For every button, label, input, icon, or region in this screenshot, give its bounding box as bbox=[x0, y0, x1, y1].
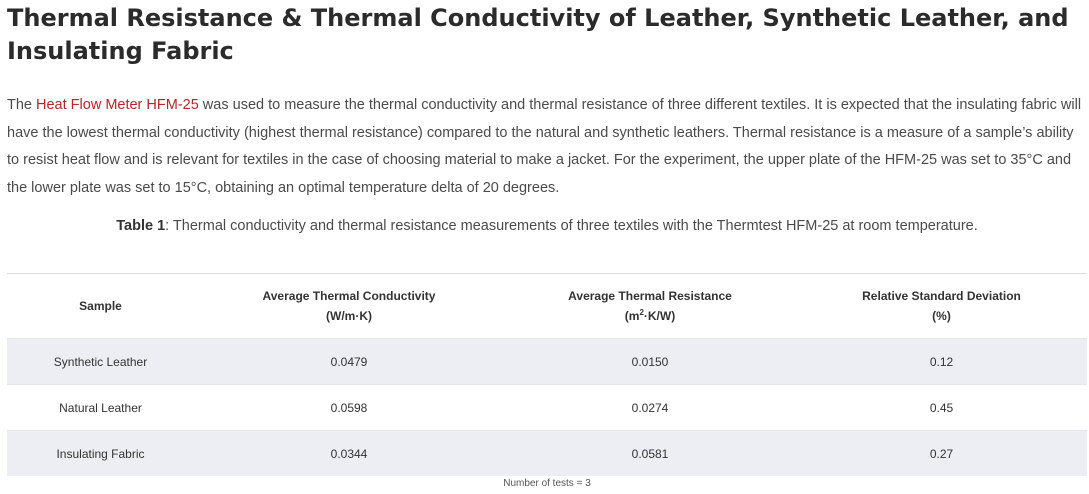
intro-text-start: The bbox=[7, 97, 37, 113]
table-row: Synthetic Leather 0.0479 0.0150 0.12 bbox=[7, 338, 1087, 385]
cell-conductivity: 0.0479 bbox=[194, 338, 504, 385]
cell-resistance: 0.0150 bbox=[504, 338, 796, 385]
header-thermal-resistance-label: Average Thermal Resistance bbox=[568, 289, 732, 303]
intro-paragraph: The Heat Flow Meter HFM-25 was used to m… bbox=[7, 92, 1087, 202]
header-relative-std-dev-label: Relative Standard Deviation bbox=[862, 289, 1021, 303]
table-row: Insulating Fabric 0.0344 0.0581 0.27 bbox=[7, 430, 1087, 476]
cell-conductivity: 0.0344 bbox=[194, 430, 504, 476]
cell-rsd: 0.12 bbox=[796, 338, 1087, 385]
table-caption-text: : Thermal conductivity and thermal resis… bbox=[165, 218, 978, 234]
page-content: Thermal Resistance & Thermal Conductivit… bbox=[7, 0, 1087, 236]
cell-resistance: 0.0274 bbox=[504, 384, 796, 431]
cell-conductivity: 0.0598 bbox=[194, 384, 504, 431]
table-footnote: Number of tests = 3 bbox=[503, 478, 591, 489]
table-caption-label: Table 1 bbox=[116, 218, 166, 234]
header-thermal-conductivity-label: Average Thermal Conductivity bbox=[262, 289, 436, 303]
results-table: Sample Average Thermal Conductivity (W/m… bbox=[7, 273, 1087, 476]
header-thermal-conductivity: Average Thermal Conductivity (W/m·K) bbox=[194, 274, 504, 339]
header-thermal-resistance: Average Thermal Resistance (m2·K/W) bbox=[504, 274, 796, 339]
table-caption: Table 1: Thermal conductivity and therma… bbox=[7, 216, 1087, 236]
cell-rsd: 0.27 bbox=[796, 430, 1087, 476]
cell-sample: Natural Leather bbox=[7, 384, 194, 431]
table-header-row: Sample Average Thermal Conductivity (W/m… bbox=[7, 273, 1087, 339]
cell-sample: Insulating Fabric bbox=[7, 430, 194, 476]
cell-sample: Synthetic Leather bbox=[7, 338, 194, 385]
header-sample: Sample bbox=[79, 299, 122, 313]
table-row: Natural Leather 0.0598 0.0274 0.45 bbox=[7, 384, 1087, 431]
header-relative-std-dev: Relative Standard Deviation (%) bbox=[796, 274, 1087, 339]
hfm-25-link[interactable]: Heat Flow Meter HFM-25 bbox=[36, 97, 199, 113]
cell-rsd: 0.45 bbox=[796, 384, 1087, 431]
header-thermal-conductivity-unit: (W/m·K) bbox=[326, 309, 372, 323]
header-thermal-resistance-unit: (m2·K/W) bbox=[624, 308, 676, 324]
cell-resistance: 0.0581 bbox=[504, 430, 796, 476]
header-relative-std-dev-unit: (%) bbox=[932, 309, 951, 323]
intro-text-rest: was used to measure the thermal conducti… bbox=[7, 97, 1082, 196]
page-title: Thermal Resistance & Thermal Conductivit… bbox=[7, 4, 1069, 65]
